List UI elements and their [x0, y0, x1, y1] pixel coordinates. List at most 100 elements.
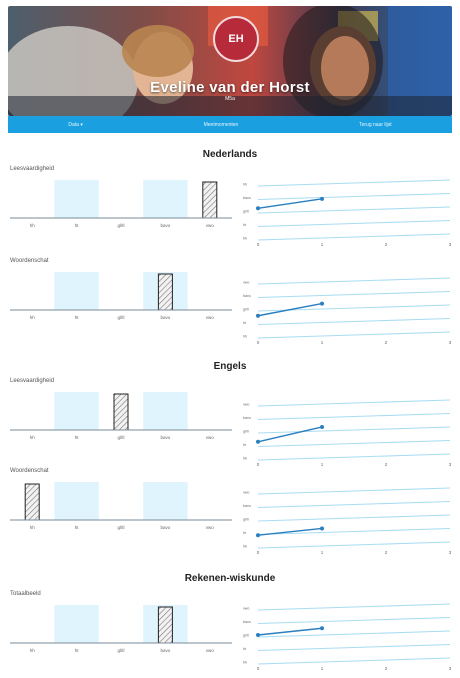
y-tick-label: ht: [243, 531, 246, 535]
level-guide-line: [257, 643, 451, 652]
nav-meetmomenten[interactable]: Meetmomenten: [203, 121, 239, 128]
y-tick-label: bavo: [243, 620, 251, 624]
level-tick-label: hh: [30, 525, 36, 530]
level-tick-label: vwo: [206, 648, 214, 653]
level-guide-line: [257, 331, 451, 339]
level-tick-label: gl/tl: [117, 223, 124, 228]
y-tick-label: hh: [243, 335, 247, 339]
level-tick-label: vwo: [206, 315, 214, 320]
level-guide-line: [257, 233, 451, 241]
data-point[interactable]: [320, 526, 324, 531]
x-tick-label: 2: [385, 242, 388, 247]
level-tick-label: ht: [75, 435, 80, 440]
y-tick-label: bavo: [243, 416, 251, 420]
level-bar: [24, 483, 40, 521]
student-name: Eveline van der Horst: [150, 79, 310, 96]
level-band: [143, 180, 188, 218]
x-tick-label: 0: [257, 242, 260, 247]
nav-bar: Data ▾ Meetmomenten Terug naar lijst: [8, 116, 452, 133]
data-point[interactable]: [320, 301, 324, 306]
y-tick-label: hh: [243, 183, 247, 187]
x-tick-label: 1: [321, 550, 324, 555]
level-guide-line: [257, 426, 451, 434]
level-tick-label: vwo: [206, 435, 214, 440]
level-guide-line: [257, 399, 451, 407]
y-tick-label: gl/tl: [243, 308, 249, 312]
level-guide-line: [257, 500, 451, 509]
level-tick-label: ht: [75, 223, 80, 228]
y-tick-label: ht: [243, 647, 246, 651]
level-guide-line: [257, 192, 451, 201]
level-band: [143, 482, 188, 520]
x-tick-label: 1: [321, 462, 324, 467]
nav-data-menu[interactable]: Data ▾: [68, 121, 83, 128]
level-tick-label: hh: [30, 648, 36, 653]
progress-line: [257, 302, 323, 317]
data-point[interactable]: [320, 196, 324, 201]
x-tick-label: 2: [385, 550, 388, 555]
level-guide-line: [257, 541, 451, 549]
level-bar-chart: hh ht gl/tl bavo vwo: [10, 392, 232, 440]
progress-line-chart: vwo bavo gl/tl ht hh 0 1 2 3: [243, 487, 452, 555]
component-label: Leesvaardigheid: [10, 378, 55, 384]
data-point[interactable]: [256, 206, 260, 211]
level-tick-label: bavo: [161, 525, 171, 530]
x-tick-label: 0: [257, 462, 260, 467]
student-class: M5a: [225, 96, 235, 102]
data-point[interactable]: [256, 313, 260, 318]
level-guide-line: [257, 616, 451, 625]
component-label: Woordenschat: [10, 258, 49, 264]
progress-line-chart: vwo bavo gl/tl ht hh 0 1 2 3: [243, 603, 452, 671]
y-tick-label: gl/tl: [243, 430, 249, 434]
level-guide-line: [257, 317, 451, 326]
nav-back-to-list[interactable]: Terug naar lijst: [359, 121, 392, 128]
data-point[interactable]: [256, 533, 260, 538]
x-tick-label: 2: [385, 340, 388, 345]
level-tick-label: vwo: [206, 223, 214, 228]
level-tick-label: bavo: [161, 648, 171, 653]
data-point[interactable]: [256, 439, 260, 444]
subject-title-nederlands: Nederlands: [202, 149, 258, 160]
x-tick-label: 3: [449, 666, 452, 671]
level-tick-label: gl/tl: [117, 435, 124, 440]
level-guide-line: [257, 630, 451, 638]
level-guide-line: [257, 439, 451, 448]
data-point[interactable]: [320, 626, 324, 631]
y-tick-label: gl/tl: [243, 210, 249, 214]
y-tick-label: hh: [243, 237, 247, 241]
y-tick-label: gl/tl: [243, 634, 249, 638]
x-tick-label: 3: [449, 242, 452, 247]
y-tick-label: bavo: [243, 294, 251, 298]
level-tick-label: vwo: [206, 525, 214, 530]
x-tick-label: 1: [321, 340, 324, 345]
level-bar-chart: hh ht gl/tl bavo vwo: [10, 482, 232, 530]
level-tick-label: ht: [75, 525, 80, 530]
data-point[interactable]: [320, 424, 324, 429]
level-guide-line: [257, 277, 451, 285]
y-tick-label: bavo: [243, 196, 251, 200]
level-band: [54, 272, 99, 310]
data-point[interactable]: [256, 633, 260, 637]
x-tick-label: 2: [385, 666, 388, 671]
y-tick-label: hh: [243, 457, 247, 461]
x-tick-label: 3: [449, 550, 452, 555]
level-guide-line: [257, 657, 451, 665]
level-tick-label: hh: [30, 315, 36, 320]
y-tick-label: vwo: [243, 607, 249, 611]
progress-line-chart: vwo bavo gl/tl ht hh 0 1 2 3: [243, 399, 452, 467]
subject-title-rekenen: Rekenen-wiskunde: [184, 573, 276, 584]
level-bar-chart: hh ht gl/tl bavo vwo: [10, 180, 232, 228]
y-tick-label: vwo: [243, 403, 249, 407]
subject-title-engels: Engels: [213, 361, 247, 372]
y-tick-label: hh: [243, 661, 247, 665]
level-tick-label: bavo: [161, 435, 171, 440]
level-band: [54, 392, 99, 430]
y-tick-label: vwo: [243, 491, 249, 495]
avatar[interactable]: EH: [213, 16, 259, 62]
level-band: [54, 180, 99, 218]
level-guide-line: [257, 527, 451, 536]
y-tick-label: ht: [243, 223, 246, 227]
x-tick-label: 3: [449, 340, 452, 345]
x-tick-label: 2: [385, 462, 388, 467]
y-tick-label: bavo: [243, 504, 251, 508]
